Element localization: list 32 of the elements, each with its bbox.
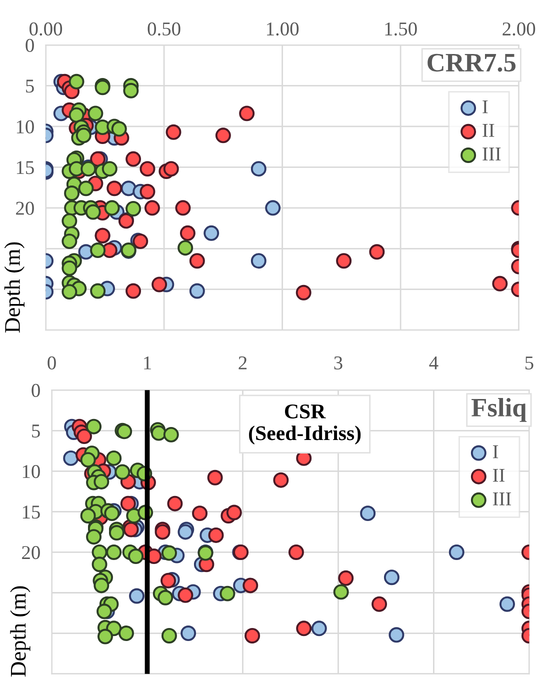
y-tick-label: 15 bbox=[22, 506, 40, 519]
chart-title: CRR7.5 bbox=[428, 54, 516, 72]
legend-label: II bbox=[482, 124, 494, 137]
y-tick-label: 0 bbox=[32, 384, 40, 398]
y-tick-label: 20 bbox=[22, 546, 40, 560]
x-tick-label: 1.00 bbox=[267, 22, 299, 36]
x-tick-label: 2.00 bbox=[502, 22, 536, 36]
legend-label: I bbox=[482, 100, 488, 114]
legend-label: II bbox=[492, 468, 505, 482]
legend-label: III bbox=[492, 492, 512, 506]
x-tick-label: 3 bbox=[334, 356, 342, 370]
y-tick-label: 10 bbox=[22, 464, 40, 478]
y-tick-label: 15 bbox=[16, 161, 34, 174]
chart-title: Fsliq bbox=[472, 398, 527, 422]
x-tick-label: 4 bbox=[429, 356, 438, 370]
y-tick-label: 0 bbox=[26, 38, 34, 52]
y-tick-label: 20 bbox=[16, 202, 34, 215]
y-tick-label: 5 bbox=[32, 424, 40, 438]
y-axis-title: Depth (m) bbox=[4, 242, 24, 333]
annotation: CSR (Seed-Idriss) bbox=[249, 404, 361, 444]
x-tick-label: 1 bbox=[144, 356, 151, 370]
legend-label: I bbox=[492, 445, 498, 458]
y-tick-label: 5 bbox=[26, 80, 34, 93]
y-tick-label: 10 bbox=[16, 120, 34, 134]
x-tick-label: 0.00 bbox=[30, 22, 62, 36]
y-axis-title: Depth (m) bbox=[10, 586, 30, 677]
x-tick-label: 5 bbox=[525, 356, 534, 370]
x-tick-label: 0 bbox=[48, 356, 56, 370]
x-tick-label: 2 bbox=[238, 356, 247, 370]
x-tick-label: 0.50 bbox=[148, 22, 180, 36]
x-tick-label: 1.50 bbox=[385, 22, 417, 36]
legend-label: III bbox=[482, 148, 501, 160]
